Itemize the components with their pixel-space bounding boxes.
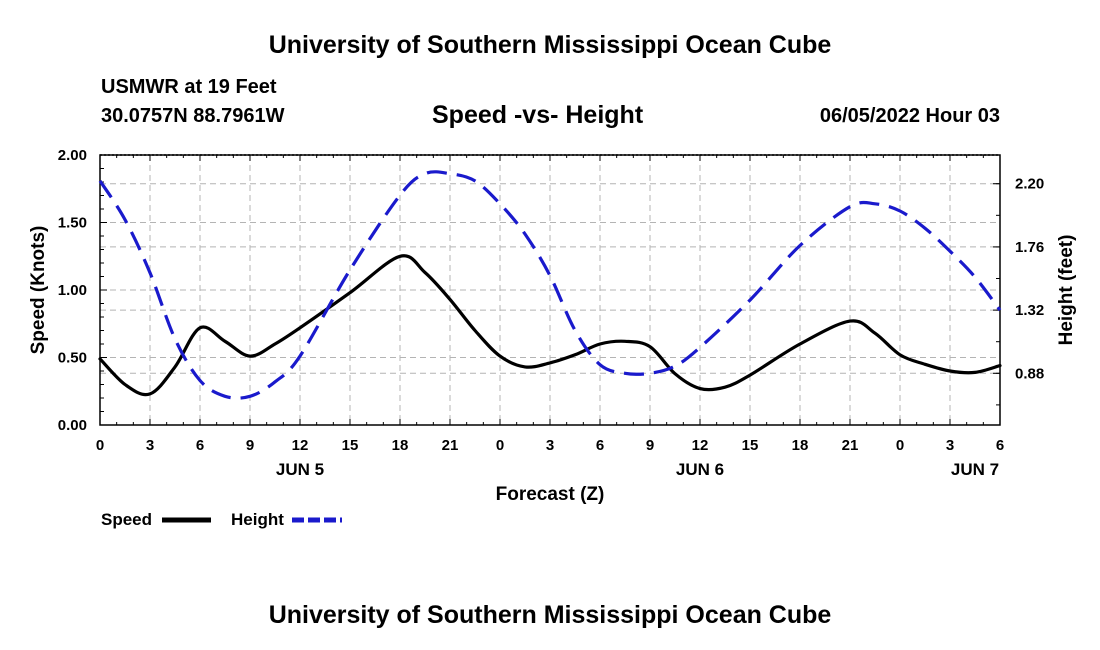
x-tick-label: 9 — [646, 437, 654, 454]
datetime-label: 06/05/2022 Hour 03 — [819, 105, 1000, 127]
y-tick-label: 2.00 — [58, 147, 87, 164]
legend-label-height: Height — [231, 510, 284, 529]
y-tick-label: 1.00 — [58, 282, 87, 299]
x-tick-label: 0 — [96, 437, 104, 454]
x-tick-label: 6 — [196, 437, 204, 454]
y2-tick-label: 1.32 — [1015, 302, 1044, 319]
x-tick-label: 18 — [392, 437, 409, 454]
x-tick-label: 15 — [742, 437, 759, 454]
y2-tick-label: 1.76 — [1015, 239, 1044, 256]
x-tick-label: 3 — [546, 437, 554, 454]
x-tick-label: 0 — [496, 437, 504, 454]
x-tick-label: 3 — [146, 437, 154, 454]
y2-axis-label: Height (feet) — [1056, 235, 1077, 346]
y-tick-label: 0.50 — [58, 350, 87, 367]
coordinates-label: 30.0757N 88.7961W — [101, 105, 285, 127]
y-tick-label: 1.50 — [58, 215, 87, 232]
x-tick-label: 6 — [996, 437, 1004, 454]
x-axis-label: Forecast (Z) — [496, 484, 605, 505]
legend-label-speed: Speed — [101, 510, 152, 529]
y2-tick-label: 0.88 — [1015, 365, 1044, 382]
chart-title: Speed -vs- Height — [432, 101, 644, 129]
x-tick-label: 21 — [442, 437, 459, 454]
station-label: USMWR at 19 Feet — [101, 76, 277, 98]
x-tick-label: 0 — [896, 437, 904, 454]
x-tick-label: 9 — [246, 437, 254, 454]
page-title: University of Southern Mississippi Ocean… — [268, 31, 832, 59]
speed-series-line — [98, 254, 1002, 397]
x-tick-label: 3 — [946, 437, 954, 454]
x-tick-label: 15 — [342, 437, 359, 454]
date-label: JUN 7 — [951, 460, 999, 479]
x-tick-label: 12 — [692, 437, 709, 454]
x-tick-label: 18 — [792, 437, 809, 454]
x-tick-label: 21 — [842, 437, 859, 454]
x-tick-label: 12 — [292, 437, 309, 454]
date-label: JUN 6 — [676, 460, 724, 479]
x-tick-label: 6 — [596, 437, 604, 454]
y-tick-label: 0.00 — [58, 417, 87, 434]
height-series-line — [98, 170, 1002, 400]
y2-tick-label: 2.20 — [1015, 176, 1044, 193]
y-axis-label: Speed (Knots) — [28, 226, 49, 355]
footer-title: University of Southern Mississippi Ocean… — [268, 601, 832, 629]
date-label: JUN 5 — [276, 460, 324, 479]
